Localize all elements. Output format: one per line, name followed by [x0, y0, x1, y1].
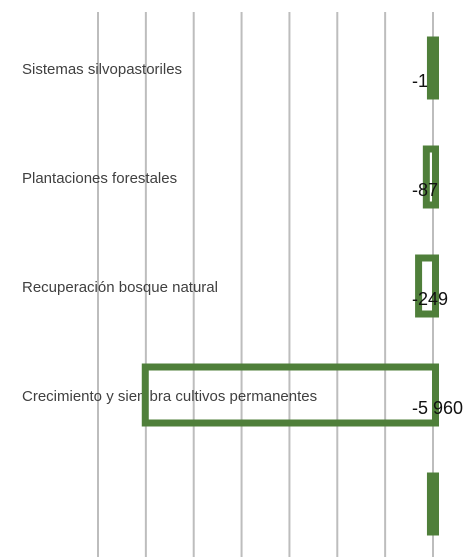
bar [141, 363, 439, 427]
bar [426, 36, 440, 100]
category-label: Sistemas silvopastoriles [22, 61, 182, 78]
bar [426, 472, 440, 536]
value-label: -249 [412, 289, 448, 309]
category-label: Crecimiento y siembra cultivos permanent… [22, 388, 317, 405]
value-label: -1 [412, 71, 428, 91]
category-label: Plantaciones forestales [22, 170, 177, 187]
grid [97, 12, 434, 557]
category-labels: Sistemas silvopastoriles Plantaciones for… [22, 61, 317, 405]
value-label: -87 [412, 180, 438, 200]
category-label: Recuperación bosque natural [22, 279, 218, 296]
bar [415, 254, 439, 318]
value-label: -5 960 [412, 398, 463, 418]
bars [141, 36, 440, 536]
bar [422, 145, 439, 209]
value-labels: -1 -87 -249 -5 960 [412, 71, 463, 418]
